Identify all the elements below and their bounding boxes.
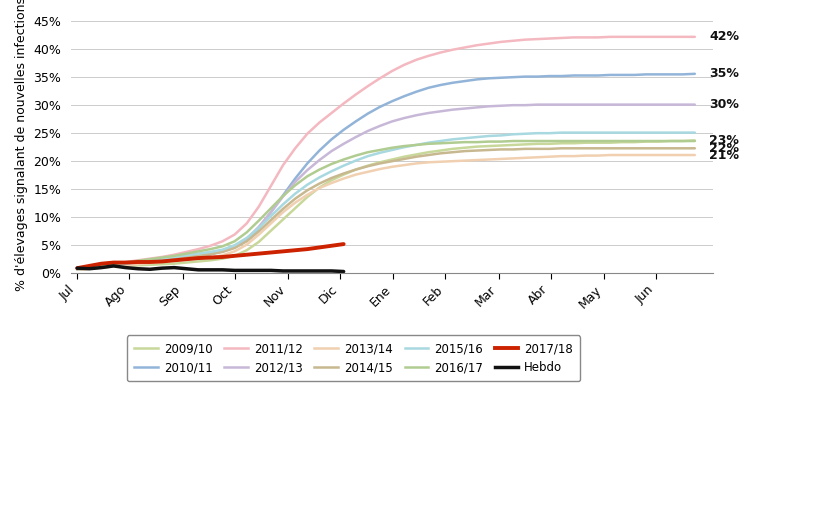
Text: 23%: 23% xyxy=(708,134,739,147)
Text: 35%: 35% xyxy=(708,67,739,80)
Text: 21%: 21% xyxy=(708,149,739,161)
Y-axis label: % d'élevages signalant de nouvelles infections: % d'élevages signalant de nouvelles infe… xyxy=(15,0,28,291)
Text: 42%: 42% xyxy=(708,30,739,43)
Text: 30%: 30% xyxy=(708,98,739,111)
Text: 22%: 22% xyxy=(708,142,739,155)
Legend: 2009/10, 2010/11, 2011/12, 2012/13, 2013/14, 2014/15, 2015/16, 2016/17, 2017/18,: 2009/10, 2010/11, 2011/12, 2012/13, 2013… xyxy=(127,335,579,381)
